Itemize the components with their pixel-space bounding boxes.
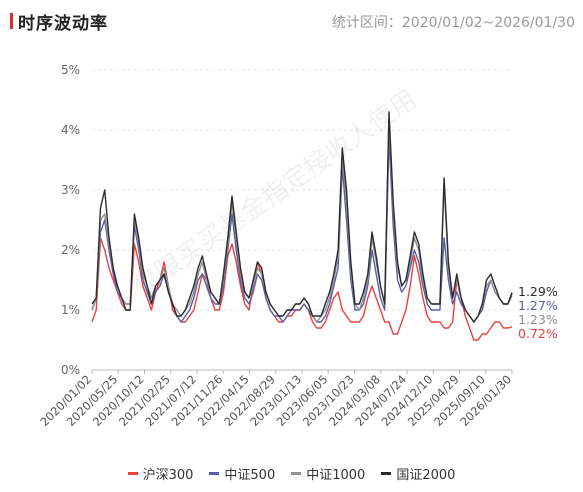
- y-tick-label: 3%: [61, 183, 80, 197]
- legend-label: 沪深300: [142, 468, 194, 483]
- legend-label: 国证2000: [396, 468, 456, 483]
- legend-swatch: [209, 472, 220, 475]
- chart-header: 时序波动率 统计区间：2020/01/02~2026/01/30: [0, 0, 583, 40]
- y-tick-label: 5%: [61, 63, 80, 77]
- date-range-label: 统计区间：2020/01/02~2026/01/30: [331, 15, 575, 31]
- chart-legend: 沪深300 中证500 中证1000 国证2000: [0, 464, 583, 483]
- legend-label: 中证1000: [306, 468, 366, 483]
- y-tick-label: 1%: [61, 303, 80, 317]
- series-end-value: 1.27%: [518, 298, 558, 313]
- y-tick-label: 2%: [61, 243, 80, 257]
- series-line: [91, 135, 513, 323]
- legend-swatch: [291, 472, 302, 475]
- legend-label: 中证500: [224, 468, 276, 483]
- series-end-value: 0.72%: [518, 326, 558, 341]
- legend-swatch: [127, 472, 138, 475]
- chart-title: 时序波动率: [18, 14, 108, 34]
- legend-item[interactable]: 国证2000: [381, 464, 455, 483]
- series-end-value: 1.29%: [518, 284, 558, 299]
- series-line: [91, 111, 513, 323]
- legend-item[interactable]: 沪深300: [127, 464, 194, 483]
- y-tick-label: 0%: [61, 363, 80, 377]
- series-end-value: 1.23%: [518, 312, 558, 327]
- legend-swatch: [381, 472, 392, 475]
- title-accent-bar: [10, 13, 13, 29]
- y-tick-label: 4%: [61, 123, 80, 137]
- legend-item[interactable]: 中证1000: [291, 464, 365, 483]
- legend-item[interactable]: 中证500: [209, 464, 275, 483]
